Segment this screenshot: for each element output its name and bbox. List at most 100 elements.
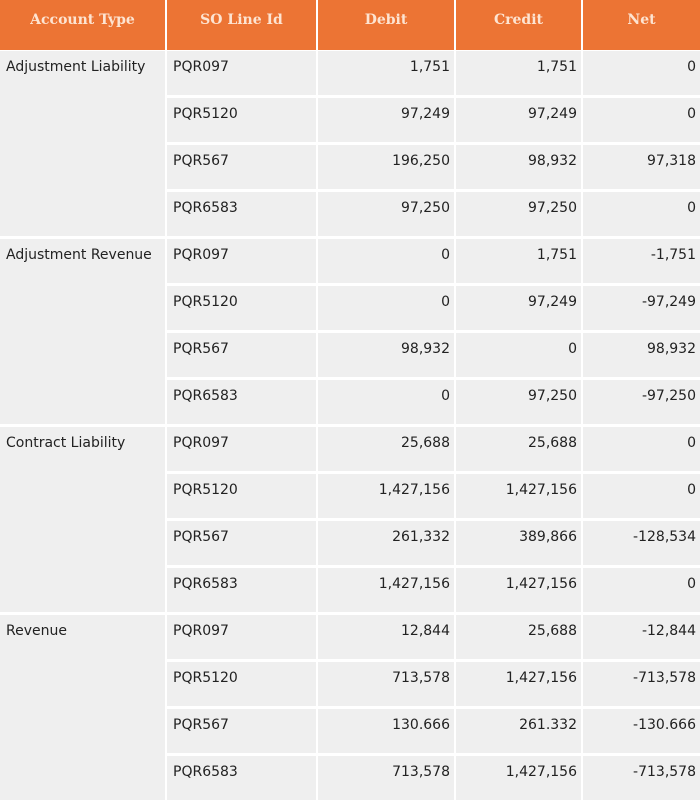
net-cell: 97,318 xyxy=(582,143,700,192)
debit-cell-text: 713,578 xyxy=(392,764,450,780)
debit-cell: 713,578 xyxy=(317,754,456,803)
header-credit-label: Credit xyxy=(494,12,543,28)
so-line-id-cell-text: PQR6583 xyxy=(173,576,238,592)
debit-cell-text: 1,427,156 xyxy=(378,576,450,592)
net-cell-text: -130.666 xyxy=(633,717,696,733)
net-cell-text: 0 xyxy=(687,200,696,216)
so-line-id-cell-text: PQR5120 xyxy=(173,482,238,498)
credit-cell: 97,249 xyxy=(455,284,583,333)
so-line-id-cell-text: PQR097 xyxy=(173,59,229,75)
net-cell: -12,844 xyxy=(582,613,700,662)
debit-cell: 12,844 xyxy=(317,613,456,662)
header-account-type[interactable]: Account Type xyxy=(0,0,167,51)
credit-cell: 97,250 xyxy=(455,378,583,427)
debit-cell: 713,578 xyxy=(317,660,456,709)
credit-cell-text: 97,249 xyxy=(528,294,577,310)
account-type-cell: Adjustment Revenue xyxy=(0,237,167,427)
credit-cell: 1,427,156 xyxy=(455,754,583,803)
debit-cell-text: 1,751 xyxy=(409,59,450,75)
table-row: PQR6583 1,427,156 1,427,156 0 xyxy=(0,566,700,615)
credit-cell-text: 25,688 xyxy=(528,623,577,639)
debit-cell-text: 97,249 xyxy=(401,106,450,122)
credit-cell: 261.332 xyxy=(455,707,583,756)
net-cell: -713,578 xyxy=(582,660,700,709)
header-debit[interactable]: Debit xyxy=(317,0,456,51)
net-cell-text: -713,578 xyxy=(633,670,696,686)
table-row: PQR5120 0 97,249 -97,249 xyxy=(0,284,700,333)
debit-cell-text: 0 xyxy=(441,247,450,263)
table-row: Adjustment Liability PQR097 1,751 1,751 0 xyxy=(0,50,700,239)
credit-cell: 389,866 xyxy=(455,519,583,568)
net-cell-text: 0 xyxy=(687,576,696,592)
table-body: Adjustment Liability PQR097 1,751 1,751 0 PQR… xyxy=(0,50,700,803)
header-debit-label: Debit xyxy=(364,12,408,28)
credit-cell-text: 25,688 xyxy=(528,435,577,451)
credit-cell-text: 1,427,156 xyxy=(505,576,577,592)
credit-cell: 97,250 xyxy=(455,190,583,239)
so-line-id-cell: PQR097 xyxy=(166,613,318,662)
so-line-id-cell: PQR567 xyxy=(166,331,318,380)
table-row: Contract Liability PQR097 25,688 25,688 0 xyxy=(0,425,700,615)
table-row: PQR567 261,332 389,866 -128,534 xyxy=(0,519,700,568)
table-row: PQR567 98,932 0 98,932 xyxy=(0,331,700,380)
credit-cell-text: 98,932 xyxy=(528,153,577,169)
debit-cell: 196,250 xyxy=(317,143,456,192)
credit-cell-text: 1,427,156 xyxy=(505,482,577,498)
table-row: PQR6583 0 97,250 -97,250 xyxy=(0,378,700,427)
credit-cell: 97,249 xyxy=(455,96,583,145)
header-credit[interactable]: Credit xyxy=(455,0,583,51)
so-line-id-cell: PQR5120 xyxy=(166,472,318,521)
debit-cell-text: 1,427,156 xyxy=(378,482,450,498)
net-cell: 0 xyxy=(582,566,700,615)
credit-cell: 1,751 xyxy=(455,237,583,286)
credit-cell: 1,751 xyxy=(455,50,583,98)
debit-cell: 1,751 xyxy=(317,50,456,98)
so-line-id-cell-text: PQR097 xyxy=(173,435,229,451)
header-net-label: Net xyxy=(627,12,656,28)
so-line-id-cell: PQR6583 xyxy=(166,754,318,803)
net-cell-text: 0 xyxy=(687,482,696,498)
net-cell: 0 xyxy=(582,190,700,239)
debit-cell-text: 261,332 xyxy=(392,529,450,545)
debit-cell-text: 0 xyxy=(441,294,450,310)
debit-cell-text: 12,844 xyxy=(401,623,450,639)
header-so-line-id[interactable]: SO Line Id xyxy=(166,0,318,51)
net-cell-text: 0 xyxy=(687,59,696,75)
net-cell: -97,250 xyxy=(582,378,700,427)
so-line-id-cell: PQR567 xyxy=(166,707,318,756)
debit-cell-text: 130.666 xyxy=(392,717,450,733)
so-line-id-cell-text: PQR567 xyxy=(173,529,229,545)
so-line-id-cell: PQR6583 xyxy=(166,566,318,615)
net-cell-text: -97,250 xyxy=(641,388,696,404)
net-cell-text: -97,249 xyxy=(641,294,696,310)
so-line-id-cell: PQR6583 xyxy=(166,378,318,427)
net-cell-text: -1,751 xyxy=(650,247,696,263)
so-line-id-cell-text: PQR097 xyxy=(173,623,229,639)
account-type-text: Adjustment Liability xyxy=(6,59,146,75)
debit-cell: 0 xyxy=(317,284,456,333)
so-line-id-cell-text: PQR567 xyxy=(173,153,229,169)
so-line-id-cell: PQR097 xyxy=(166,50,318,98)
credit-cell: 1,427,156 xyxy=(455,660,583,709)
credit-cell-text: 97,250 xyxy=(528,388,577,404)
table-row: PQR567 196,250 98,932 97,318 xyxy=(0,143,700,192)
net-cell: -713,578 xyxy=(582,754,700,803)
account-type-text: Adjustment Revenue xyxy=(6,247,152,263)
so-line-id-cell-text: PQR6583 xyxy=(173,200,238,216)
credit-cell: 98,932 xyxy=(455,143,583,192)
so-line-id-cell: PQR5120 xyxy=(166,284,318,333)
credit-cell-text: 261.332 xyxy=(519,717,577,733)
account-type-text: Contract Liability xyxy=(6,435,126,451)
header-net[interactable]: Net xyxy=(582,0,700,51)
so-line-id-cell: PQR097 xyxy=(166,237,318,286)
table-row: Revenue PQR097 12,844 25,688 -12,844 xyxy=(0,613,700,803)
header-account-type-label: Account Type xyxy=(30,12,135,28)
credit-cell-text: 97,250 xyxy=(528,200,577,216)
table-row: PQR6583 713,578 1,427,156 -713,578 xyxy=(0,754,700,803)
table-row: PQR5120 1,427,156 1,427,156 0 xyxy=(0,472,700,521)
table-row: PQR567 130.666 261.332 -130.666 xyxy=(0,707,700,756)
credit-cell: 25,688 xyxy=(455,613,583,662)
table-header: Account Type SO Line Id Debit Credit Net xyxy=(0,0,700,51)
net-cell: 0 xyxy=(582,50,700,98)
